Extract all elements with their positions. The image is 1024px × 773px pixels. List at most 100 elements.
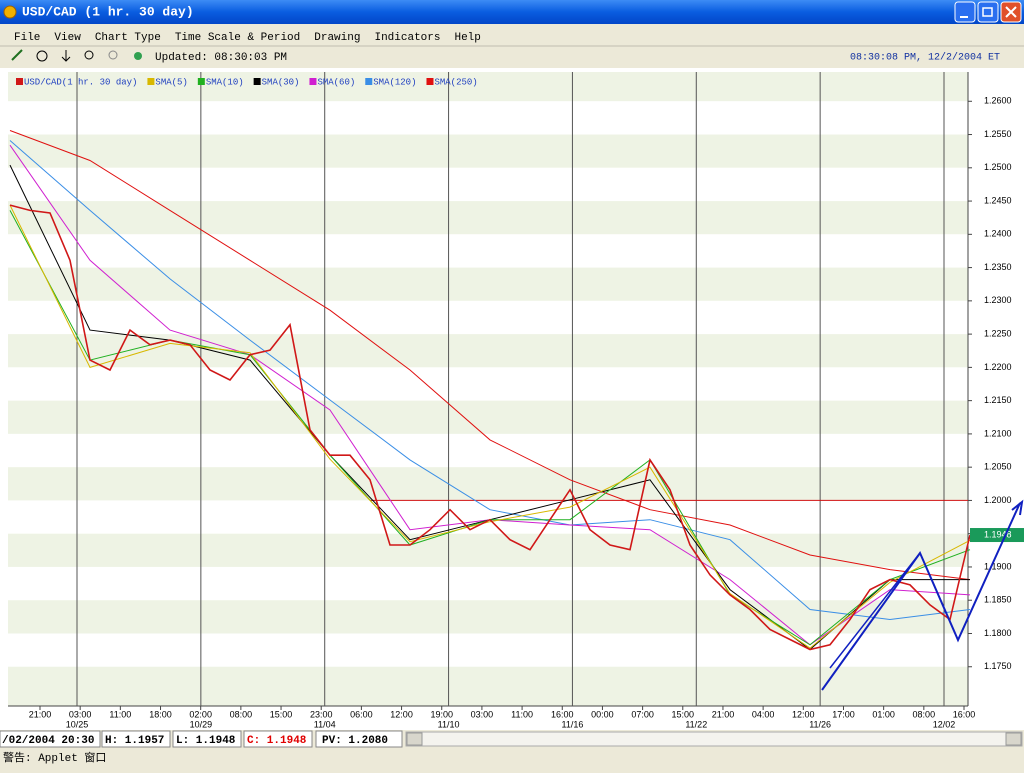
legend-swatch <box>147 78 155 85</box>
sma-line <box>9 204 971 649</box>
maximize-glyph <box>982 7 993 17</box>
field <box>172 730 242 748</box>
line-tool[interactable] <box>11 49 23 61</box>
band <box>8 267 968 301</box>
trend-line <box>821 502 1021 691</box>
x-tick-label: 11:00 <box>511 709 533 719</box>
scroll-button[interactable] <box>406 732 423 746</box>
x-tick-label: 04:00 <box>752 709 775 719</box>
menu-item[interactable]: Time Scale & Period <box>175 32 300 44</box>
status-high: H: 1.1957 <box>105 735 164 747</box>
x-tick-label: 00:00 <box>591 709 614 719</box>
legend-swatch <box>197 78 205 85</box>
y-tick-label: 1.2350 <box>984 262 1012 272</box>
scroll-button[interactable] <box>1005 732 1022 746</box>
y-tick-label: 1.2600 <box>984 96 1012 106</box>
menu-item[interactable]: Chart Type <box>95 32 161 44</box>
status-time: /02/2004 20:30 <box>2 735 94 747</box>
status-low: L: 1.1948 <box>176 735 236 747</box>
date-label: 11/26 <box>809 719 831 729</box>
date-label: 11/22 <box>685 719 707 729</box>
maximize-button[interactable] <box>977 1 999 23</box>
band <box>8 134 968 168</box>
x-tick-label: 12:00 <box>792 709 815 719</box>
date-label: 11/04 <box>314 719 336 729</box>
refresh[interactable] <box>134 52 142 60</box>
band <box>8 234 968 268</box>
legend-label: SMA(120) <box>373 77 416 87</box>
band <box>8 334 968 368</box>
x-tick-label: 16:00 <box>551 709 574 719</box>
updated-label: Updated: 08:30:03 PM <box>155 52 287 64</box>
y-tick-label: 1.2450 <box>984 195 1012 205</box>
y-tick-label: 1.2250 <box>984 328 1012 338</box>
field <box>0 730 101 748</box>
minimize-button[interactable] <box>954 1 976 23</box>
legend-label: SMA(60) <box>317 77 355 87</box>
point-tool[interactable] <box>36 50 48 62</box>
legend-label: SMA(10) <box>206 77 244 87</box>
date-label: 11/16 <box>561 719 583 729</box>
status-close: C: 1.1948 <box>247 735 307 747</box>
menu-item[interactable]: View <box>54 32 81 44</box>
y-tick-label: 1.2150 <box>984 395 1012 405</box>
clock: 08:30:08 PM, 12/2/2004 ET <box>850 52 1000 64</box>
y-tick-label: 1.2100 <box>984 428 1012 438</box>
legend-label: SMA(250) <box>434 77 477 87</box>
field <box>101 730 171 748</box>
y-tick-label: 1.1750 <box>984 661 1012 671</box>
x-tick-label: 17:00 <box>832 709 855 719</box>
trend-line <box>829 552 921 669</box>
x-tick-label: 07:00 <box>631 709 654 719</box>
menu-bar: File View Chart Type Time Scale & Period Dra… <box>14 32 481 44</box>
status-pv: PV: 1.2080 <box>322 735 388 747</box>
band <box>8 533 968 567</box>
x-tick-label: 18:00 <box>149 709 172 719</box>
scrollbar[interactable] <box>405 731 1023 747</box>
menu-item[interactable]: Help <box>454 32 480 44</box>
legend-swatch <box>426 78 434 85</box>
last-price-box <box>970 528 1024 543</box>
field <box>315 730 403 748</box>
user-drawing <box>821 499 1024 691</box>
x-tick-label: 23:00 <box>310 709 333 719</box>
y-tick-label: 1.1800 <box>984 628 1012 638</box>
y-tick-label: 1.2200 <box>984 362 1012 372</box>
band <box>8 167 968 202</box>
applet-bar <box>0 748 1024 768</box>
arrow-head <box>1011 499 1024 516</box>
band <box>8 433 968 468</box>
x-tick-label: 12:00 <box>390 709 413 719</box>
x-tick-label: 02:00 <box>189 709 212 719</box>
close-glyph <box>1005 6 1017 18</box>
menu-item[interactable]: Drawing <box>314 32 360 44</box>
menu-item[interactable]: File <box>14 32 40 44</box>
down-tool[interactable] <box>61 50 71 62</box>
x-tick-label: 06:00 <box>350 709 373 719</box>
legend-label: USD/CAD(1 hr. 30 day) <box>24 77 137 87</box>
x-tick-label: 08:00 <box>230 709 253 719</box>
y-tick-label: 1.2400 <box>984 229 1012 239</box>
plot: 1.2600 1.2550 1.2500 1.2450 1.2400 1.2350 1.23… <box>8 72 1024 729</box>
menu-item[interactable]: Indicators <box>374 32 440 44</box>
x-tick-label: 03:00 <box>471 709 494 719</box>
x-tick-label: 15:00 <box>270 709 293 719</box>
band <box>8 500 968 534</box>
band <box>8 72 968 102</box>
legend-label: SMA(5) <box>155 77 187 87</box>
y-tick-label: 1.1900 <box>984 561 1012 571</box>
band <box>8 367 968 401</box>
x-tick-label: 21:00 <box>29 709 52 719</box>
date-label: 10/29 <box>190 719 213 729</box>
toolbar: Updated: 08:30:03 PM 08:30:08 PM, 12/2/2… <box>11 49 1000 64</box>
x-tick-label: 11:00 <box>109 709 131 719</box>
zoom-in[interactable] <box>84 50 94 60</box>
x-tick-label: 01:00 <box>872 709 895 719</box>
y-tick-label: 1.2300 <box>984 295 1012 305</box>
zoom-out[interactable] <box>108 50 118 60</box>
status-fields: /02/2004 20:30 H: 1.1957 L: 1.1948 C: 1.… <box>0 730 1023 748</box>
y-tick-label: 1.2500 <box>984 162 1012 172</box>
price-line <box>9 204 971 651</box>
y-tick-label: 1.2000 <box>984 495 1012 505</box>
